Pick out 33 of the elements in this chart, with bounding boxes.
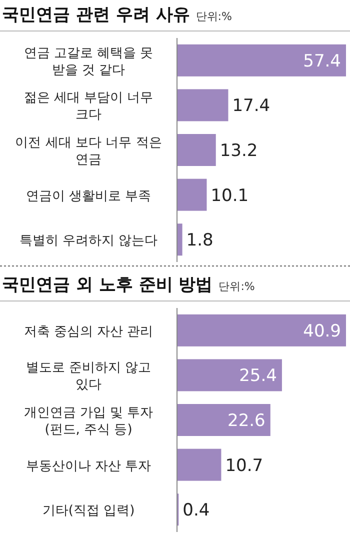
data-label: 10.1 (210, 186, 249, 206)
data-label: 40.9 (303, 321, 341, 342)
chart-subtitle: 단위:% (218, 280, 255, 293)
y-tick-label: 개인연금 가입 및 투자 (펀드, 주식 등) (24, 406, 154, 438)
y-tick-label: 연금 고갈로 혜택을 못 받을 것 같다 (24, 46, 154, 78)
y-tick-label: 저축 중심의 자산 관리 (24, 324, 154, 340)
bar (177, 178, 207, 211)
data-label: 22.6 (228, 411, 266, 431)
data-label: 13.2 (220, 141, 258, 161)
y-tick-label: 별도로 준비하지 않고 있다 (26, 360, 152, 393)
data-label: 57.4 (303, 51, 341, 72)
y-tick-label: 기타(직접 입력) (42, 504, 135, 519)
y-tick-label: 연금이 생활비로 부족 (26, 188, 152, 204)
bar (177, 404, 270, 436)
bar (177, 89, 228, 122)
bar (177, 359, 282, 392)
y-tick-label: 특별히 우려하지 않는다 (19, 234, 158, 249)
data-label: 25.4 (239, 366, 277, 386)
y-tick-label: 이전 세대 보다 너무 적은 연금 (15, 136, 162, 168)
bar (177, 134, 216, 166)
chart-subtitle: 단위:% (196, 10, 232, 23)
bar (177, 448, 222, 481)
data-label: 0.4 (182, 500, 210, 521)
chart-title: 국민연금 관련 우려 사유 (2, 5, 190, 25)
y-tick-label: 젊은 세대 부담이 너무 크다 (24, 90, 154, 123)
data-label: 10.7 (225, 456, 264, 476)
bar (177, 314, 346, 346)
y-tick-label: 부동산이나 자산 투자 (26, 458, 152, 474)
chart-title: 국민연금 외 노후 준비 방법 (2, 275, 213, 295)
data-label: 17.4 (232, 96, 270, 116)
bar (177, 224, 182, 256)
bar (177, 44, 346, 76)
data-label: 1.8 (186, 230, 214, 251)
